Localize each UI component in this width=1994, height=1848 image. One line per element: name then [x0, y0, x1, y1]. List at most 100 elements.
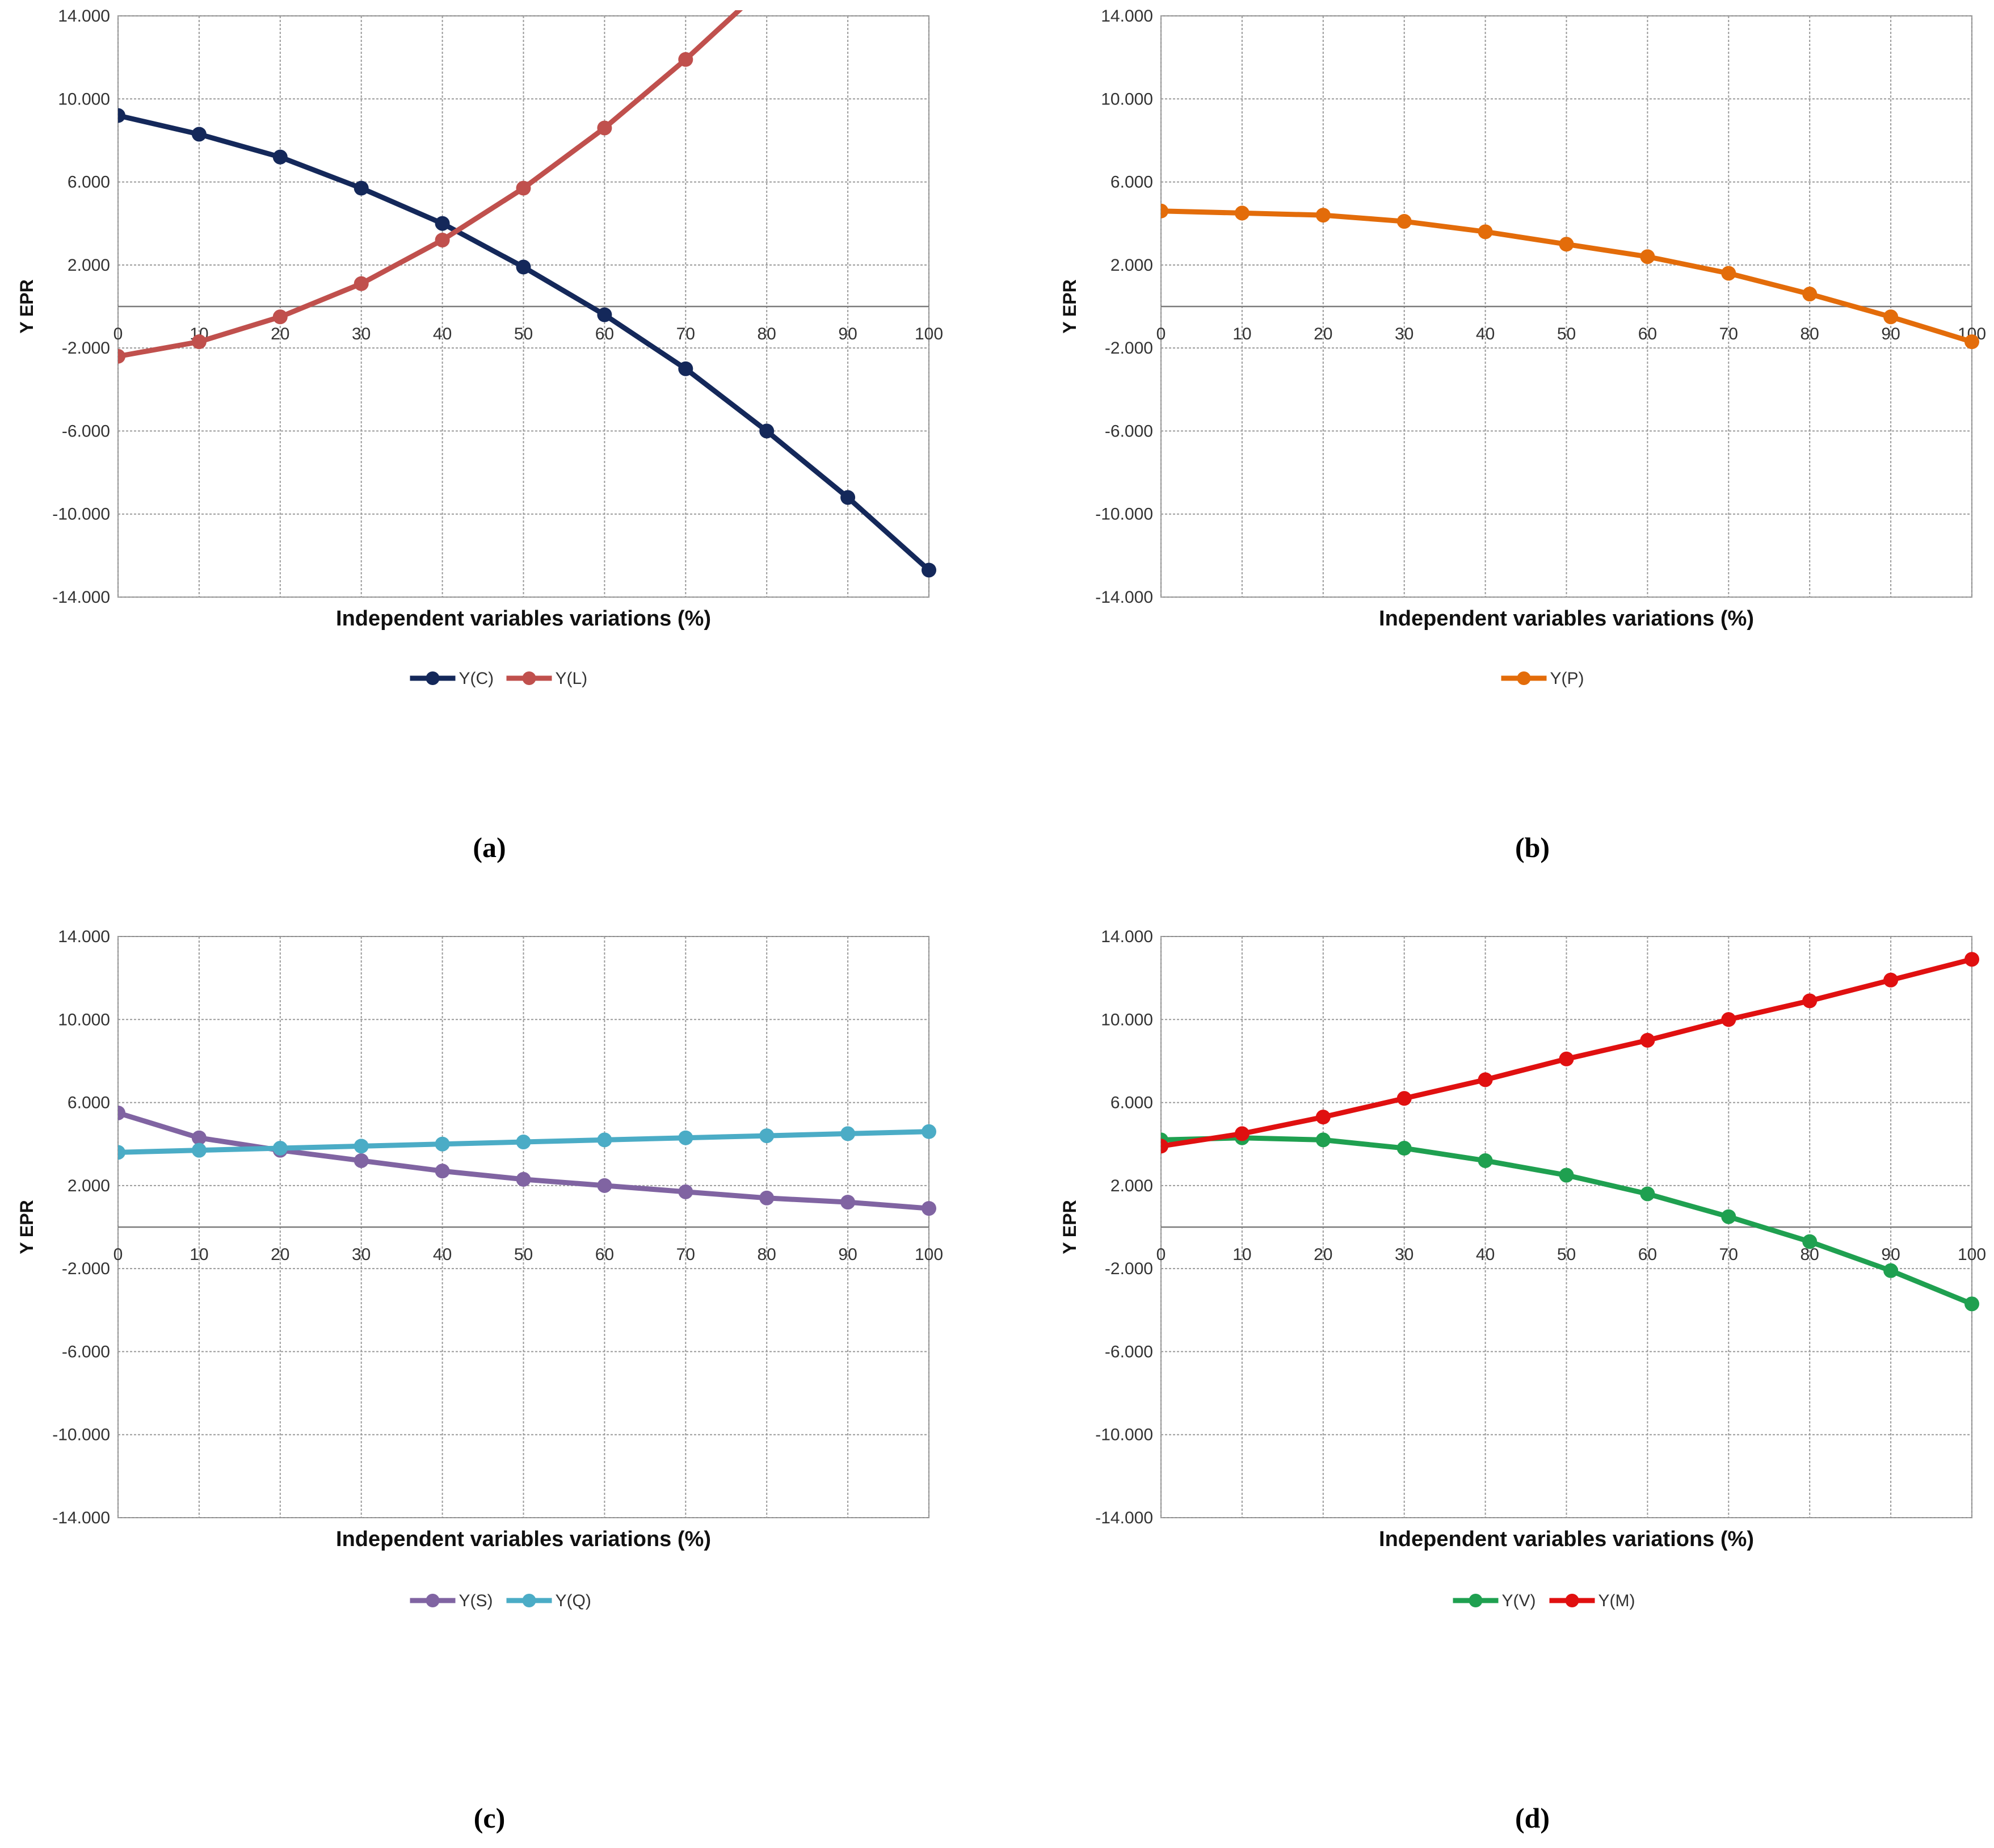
data-point [1234, 205, 1250, 221]
data-point [354, 1139, 369, 1154]
x-tick-label: 50 [1557, 325, 1576, 343]
chart-panel-c: 14.000 10.000 6.000 2.000 -2.000 -6.000 -10.00… [16, 927, 943, 1834]
series-group [1161, 952, 1979, 1312]
legend-label: Y(S) [459, 1591, 493, 1610]
x-tick-label: 90 [1881, 325, 1900, 343]
x-tick-label: 100 [915, 1245, 943, 1264]
y-tick-label: 10.000 [1101, 90, 1153, 108]
data-point [191, 127, 207, 142]
data-point [1559, 1167, 1574, 1183]
data-point [435, 1164, 450, 1179]
data-point [1964, 334, 1979, 350]
data-point [597, 1178, 612, 1193]
data-point [1640, 1186, 1655, 1202]
data-point [1883, 972, 1899, 988]
x-tick-label: 40 [1476, 1245, 1495, 1264]
x-tick-label: 70 [676, 1245, 695, 1264]
x-tick-label: 0 [1156, 325, 1166, 343]
y-tick-label: -14.000 [1095, 588, 1153, 607]
data-point [191, 334, 207, 350]
data-point [1721, 1209, 1736, 1224]
x-tick-label: 30 [1395, 325, 1414, 343]
x-axis-title: Independent variables variations (%) [1379, 1527, 1754, 1551]
legend-swatch-marker [1565, 1594, 1579, 1607]
legend-swatch-marker [1469, 1594, 1483, 1607]
legend-swatch-marker [426, 1594, 440, 1607]
y-tick-label: 14.000 [58, 927, 110, 946]
data-point [435, 216, 450, 231]
data-point [435, 1136, 450, 1152]
data-point [1640, 1032, 1655, 1048]
data-point [1964, 952, 1979, 967]
data-point [1802, 287, 1818, 302]
data-point [1559, 1051, 1574, 1066]
y-axis-title: Y EPR [1059, 1200, 1080, 1254]
y-tick-label: 2.000 [68, 256, 110, 275]
panel-label: (b) [1515, 831, 1550, 863]
y-tick-label: 14.000 [1101, 7, 1153, 26]
data-point [1478, 1153, 1493, 1168]
legend-swatch-marker [522, 671, 536, 685]
y-tick-label: -6.000 [1105, 422, 1153, 440]
data-point [678, 1130, 693, 1145]
chart-panel-d: 14.000 10.000 6.000 2.000 -2.000 -6.000 -10.00… [1059, 927, 1986, 1834]
x-tick-label: 20 [271, 325, 289, 343]
y-tick-label: 10.000 [58, 1010, 110, 1029]
x-tick-label: 30 [352, 325, 371, 343]
data-point [1161, 203, 1168, 219]
y-tick-label: -2.000 [62, 1259, 110, 1278]
legend-label: Y(L) [556, 669, 588, 688]
data-point [1315, 1110, 1331, 1125]
data-point [1721, 266, 1736, 281]
x-tick-label: 60 [595, 325, 614, 343]
data-point [678, 1184, 693, 1199]
data-point [597, 307, 612, 322]
x-tick-label: 90 [1881, 1245, 1900, 1264]
data-point [1559, 237, 1574, 252]
data-point [1802, 993, 1818, 1009]
data-point [1802, 1234, 1818, 1249]
data-point [922, 562, 936, 578]
data-point [1161, 1139, 1168, 1154]
x-tick-label: 100 [1958, 1245, 1986, 1264]
data-point [1883, 309, 1899, 325]
data-point [1396, 1141, 1412, 1156]
x-tick-label: 60 [595, 1245, 614, 1264]
x-tick-label: 10 [190, 1245, 208, 1264]
legend-swatch-marker [426, 671, 440, 685]
data-point [759, 423, 775, 439]
series-group [1161, 203, 1979, 350]
data-point [1396, 1091, 1412, 1106]
data-point [1478, 224, 1493, 240]
x-tick-label: 60 [1638, 325, 1657, 343]
data-point [678, 52, 693, 67]
chart-panel-b: 14.000 10.000 6.000 2.000 -2.000 -6.000 -10.00… [1059, 7, 1986, 863]
data-point [516, 1171, 531, 1187]
data-point [840, 1126, 856, 1141]
x-tick-label: 50 [1557, 1245, 1576, 1264]
data-point [1234, 1126, 1250, 1141]
data-point [191, 1130, 207, 1145]
y-axis-title: Y EPR [16, 279, 37, 333]
x-tick-label: 100 [915, 325, 943, 343]
series-group [118, 1105, 936, 1216]
data-point [516, 259, 531, 275]
y-tick-label: -10.000 [1095, 505, 1153, 524]
data-point [435, 232, 450, 247]
y-tick-label: 2.000 [1110, 256, 1153, 275]
data-point [516, 180, 531, 196]
data-point [1396, 214, 1412, 229]
y-tick-label: -2.000 [62, 339, 110, 358]
legend-label: Y(Q) [556, 1591, 591, 1610]
x-tick-label: 70 [676, 325, 695, 343]
y-axis-title: Y EPR [16, 1200, 37, 1254]
x-tick-label: 70 [1719, 1245, 1738, 1264]
legend-label: Y(P) [1550, 669, 1584, 688]
x-tick-label: 70 [1719, 325, 1738, 343]
y-tick-label: -10.000 [1095, 1426, 1153, 1444]
y-tick-label: 2.000 [68, 1177, 110, 1195]
panel-label: (a) [473, 831, 506, 863]
y-axis-title: Y EPR [1059, 279, 1080, 333]
x-tick-label: 50 [514, 325, 533, 343]
x-tick-label: 40 [1476, 325, 1495, 343]
